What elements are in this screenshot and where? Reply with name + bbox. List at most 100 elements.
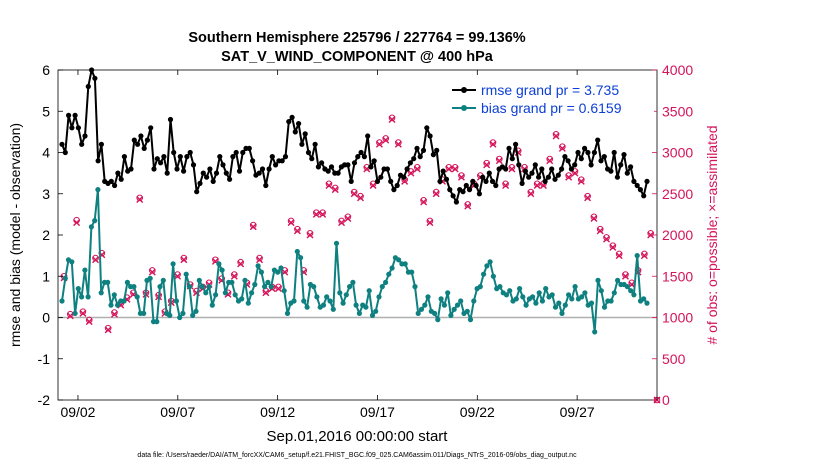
- obs-assimilated-marker: [249, 223, 257, 231]
- rmse-point: [509, 156, 515, 162]
- x-tick-label: 09/12: [260, 404, 295, 420]
- bias-point: [373, 308, 379, 314]
- bias-point: [422, 302, 428, 308]
- left-tick-label: 2: [42, 227, 50, 243]
- obs-assimilated-marker: [489, 140, 497, 148]
- obs-possible-marker: [92, 254, 99, 262]
- rmse-point: [187, 149, 193, 156]
- bias-point: [82, 267, 88, 273]
- bias-point: [503, 292, 510, 298]
- obs-possible-marker: [508, 164, 516, 171]
- obs-possible-marker: [495, 155, 503, 163]
- rmse-point: [210, 178, 216, 184]
- rmse-point: [513, 141, 519, 147]
- rmse-point: [59, 141, 65, 147]
- rmse-point: [154, 156, 160, 162]
- obs-possible-marker: [451, 164, 459, 171]
- obs-assimilated-marker: [85, 318, 93, 326]
- rmse-point: [144, 137, 150, 143]
- obs-assimilated-marker: [571, 169, 579, 177]
- bias-point: [131, 284, 137, 290]
- bias-point: [513, 296, 519, 302]
- obs-possible-marker: [464, 201, 472, 208]
- x-axis-ticks: 09/02 09/07 09/12 09/17 09/22 09/27: [60, 70, 595, 420]
- obs-assimilated-marker: [552, 132, 560, 140]
- bias-point: [320, 302, 327, 308]
- rmse-point: [371, 158, 377, 164]
- obs-possible-marker: [641, 250, 648, 258]
- rmse-point: [118, 176, 124, 182]
- rmse-point: [220, 162, 226, 168]
- obs-possible-marker: [306, 230, 314, 237]
- rmse-point: [240, 149, 246, 156]
- bias-point: [213, 292, 219, 298]
- rmse-point: [128, 166, 134, 172]
- bias-point: [284, 310, 291, 316]
- bias-point: [242, 277, 248, 283]
- obs-possible-marker: [319, 209, 326, 217]
- rmse-point: [279, 158, 285, 164]
- obs-assimilated-marker: [293, 227, 301, 235]
- rmse-point: [151, 166, 157, 172]
- rmse-point: [430, 152, 436, 158]
- x-tick-label: 09/02: [60, 404, 95, 420]
- legend-rmse-label: rmse grand pr = 3.735: [481, 82, 619, 98]
- bias-point: [569, 296, 575, 302]
- bias-point: [598, 288, 604, 294]
- rmse-point: [585, 149, 591, 156]
- rmse-point: [194, 189, 200, 195]
- obs-assimilated-marker: [647, 231, 655, 239]
- obs-possible-marker: [603, 234, 610, 241]
- right-tick-label: 2500: [662, 186, 693, 202]
- rmse-point: [269, 154, 275, 160]
- bias-point: [186, 284, 193, 290]
- rmse-point: [466, 187, 473, 193]
- bias-point: [438, 296, 444, 302]
- rmse-point: [588, 162, 594, 168]
- rmse-point: [424, 125, 430, 131]
- bias-point: [628, 288, 634, 294]
- rmse-point: [351, 160, 358, 166]
- rmse-point: [618, 162, 624, 168]
- rmse-point: [549, 166, 555, 172]
- bias-point: [177, 314, 183, 321]
- obs-possible-marker: [382, 135, 390, 142]
- rmse-point: [227, 176, 233, 182]
- rmse-point: [384, 166, 390, 172]
- rmse-point: [98, 141, 104, 147]
- right-tick-label: 500: [662, 351, 686, 367]
- rmse-point: [473, 182, 479, 189]
- obs-possible-marker: [395, 139, 402, 146]
- rmse-point: [463, 182, 469, 189]
- x-tick-label: 09/22: [460, 404, 495, 420]
- bias-point: [396, 257, 402, 263]
- obs-possible-marker: [249, 221, 257, 229]
- rmse-point: [299, 141, 305, 147]
- obs-possible-marker: [231, 271, 238, 278]
- left-tick-label: 3: [42, 186, 50, 202]
- bias-point: [255, 263, 261, 269]
- rmse-point: [138, 133, 144, 139]
- rmse-point: [223, 170, 229, 176]
- chart-subtitle: SAT_V_WIND_COMPONENT @ 400 hPa: [221, 49, 494, 65]
- bias-point: [333, 240, 340, 246]
- obs-possible-marker: [388, 114, 396, 122]
- bias-point: [157, 284, 163, 290]
- obs-possible-marker: [458, 172, 465, 179]
- rmse-point: [131, 137, 137, 143]
- bias-point: [196, 277, 202, 283]
- obs-possible-marker: [369, 180, 377, 188]
- bias-point: [383, 279, 389, 285]
- rmse-point: [213, 170, 220, 176]
- rmse-point: [453, 199, 459, 205]
- obs-assimilated-marker: [136, 196, 144, 204]
- bias-point: [425, 294, 431, 300]
- obs-possible-marker: [420, 197, 427, 204]
- obs-possible-marker: [237, 258, 244, 266]
- rmse-point: [552, 176, 558, 182]
- obs-assimilated-marker: [369, 182, 377, 189]
- legend-bias-label: bias grand pr = 0.6159: [481, 100, 622, 116]
- rmse-point: [404, 166, 410, 172]
- bias-point: [245, 300, 251, 306]
